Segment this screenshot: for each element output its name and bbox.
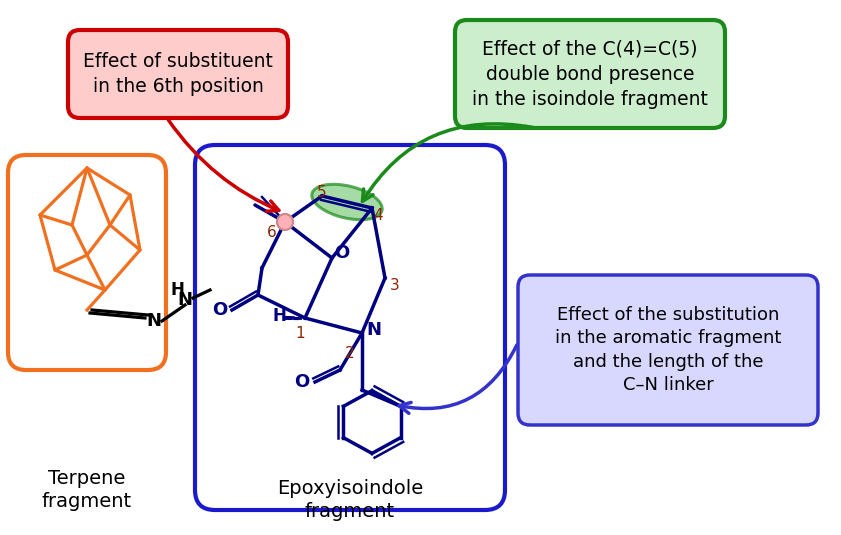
Text: N: N [177,291,193,309]
Circle shape [277,214,293,230]
Text: N: N [367,321,382,339]
FancyBboxPatch shape [68,30,288,118]
Text: Effect of the C(4)=C(5)
double bond presence
in the isoindole fragment: Effect of the C(4)=C(5) double bond pres… [472,40,708,109]
Text: 2: 2 [345,346,355,361]
Text: H: H [170,281,184,299]
Text: Terpene
fragment: Terpene fragment [42,469,132,511]
Text: Effect of the substitution
in the aromatic fragment
and the length of the
C–N li: Effect of the substitution in the aromat… [555,305,781,394]
FancyBboxPatch shape [455,20,725,128]
Text: 5: 5 [317,185,327,200]
Text: H: H [272,307,286,325]
Text: O: O [213,301,228,319]
Text: Epoxyisoindole
fragment: Epoxyisoindole fragment [277,479,423,521]
Text: O: O [335,244,350,262]
Text: O: O [294,373,309,391]
FancyBboxPatch shape [8,155,166,370]
Ellipse shape [312,185,382,220]
Text: N: N [146,312,161,330]
Text: 1: 1 [295,325,304,340]
FancyBboxPatch shape [195,145,505,510]
FancyBboxPatch shape [518,275,818,425]
Text: 4: 4 [373,208,383,223]
Text: 3: 3 [390,278,399,293]
Text: 6: 6 [267,225,277,240]
Text: Effect of substituent
in the 6th position: Effect of substituent in the 6th positio… [83,52,273,96]
